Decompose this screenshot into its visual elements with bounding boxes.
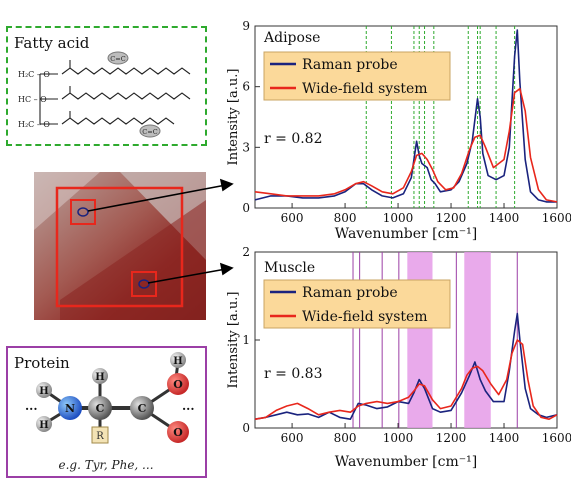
struct-label: H₂C – O — [18, 70, 50, 79]
series-wide-field — [254, 339, 558, 421]
legend: Raman probe Wide-field system — [263, 51, 451, 101]
x-tick-label: 1000 — [383, 211, 414, 225]
x-tick-label: 800 — [334, 431, 357, 445]
y-axis-label: Intensity [a.u.] — [226, 292, 241, 389]
legend-label-raman: Raman probe — [302, 57, 398, 73]
legend-box — [263, 279, 451, 329]
scan-area-frame — [55, 186, 184, 308]
plot-frame — [254, 251, 558, 429]
series — [254, 312, 558, 421]
chart-title: Muscle — [264, 260, 315, 276]
x-axis-label: Wavenumber [cm⁻¹] — [335, 226, 477, 242]
chart-title: Adipose — [263, 30, 320, 46]
roi-adipose-marker — [77, 207, 89, 217]
atom-h: H — [95, 372, 104, 383]
y-tick-label: 0 — [242, 201, 250, 215]
legend-label-raman: Raman probe — [302, 285, 398, 301]
atom-h: H — [39, 420, 48, 431]
x-tick-label: 1400 — [489, 211, 520, 225]
roi-adipose — [70, 199, 96, 225]
arrowhead-adipose — [219, 178, 234, 192]
struct-label: HC – O — [18, 95, 47, 104]
chart-adipose: 600 800 1000 1200 1400 1600 0 3 6 9 Adipose r = … — [226, 19, 571, 242]
roi-arrows — [87, 178, 234, 284]
struct-label: H₂C – O — [18, 120, 50, 129]
atom-c: C — [96, 402, 105, 415]
x-tick-label: 600 — [281, 431, 304, 445]
roi-muscle-marker — [138, 279, 150, 289]
x-tick-label: 600 — [281, 211, 304, 225]
roi-muscle — [131, 271, 157, 297]
x-tick-label: 1200 — [436, 431, 467, 445]
y-tick-label: 3 — [242, 140, 250, 154]
double-bond-marker — [107, 51, 129, 65]
x-ticks: 600 800 1000 1200 1400 1600 — [281, 203, 571, 225]
y-tick-label: 1 — [242, 333, 250, 347]
fatty-acid-panel — [6, 26, 207, 146]
series-wide-field — [254, 87, 558, 203]
atom-c: C — [138, 402, 147, 415]
atom-o: O — [173, 378, 183, 391]
tissue-image — [34, 172, 206, 320]
y-tick-label: 9 — [242, 19, 250, 33]
atom-h: H — [173, 356, 182, 367]
chart-muscle: 600 800 1000 1200 1400 1600 0 1 2 Muscle r = 0.… — [226, 245, 571, 470]
shaded-band — [464, 252, 491, 428]
x-tick-label: 1600 — [542, 211, 571, 225]
arrow-to-adipose — [87, 184, 227, 212]
peptide-bond-left: ··· — [25, 402, 38, 416]
legend-label-widefield: Wide-field system — [302, 309, 428, 325]
legend-box — [263, 51, 451, 101]
peptide-bond-right: ··· — [182, 402, 195, 416]
arrowhead-muscle — [219, 262, 234, 276]
protein-title: Protein — [14, 354, 70, 372]
r-value: r = 0.83 — [264, 366, 323, 382]
legend: Raman probe Wide-field system — [263, 279, 451, 329]
double-bond-label: C=C — [110, 55, 125, 63]
y-tick-label: 0 — [242, 421, 250, 435]
series — [254, 29, 558, 203]
x-tick-label: 1400 — [489, 431, 520, 445]
y-tick-label: 6 — [242, 80, 250, 94]
series-raman-probe — [254, 312, 558, 421]
double-bond-marker — [139, 124, 161, 138]
protein-caption: e.g. Tyr, Phe, ... — [58, 458, 153, 472]
atom-h: H — [39, 386, 48, 397]
series-raman-probe — [254, 29, 557, 203]
r-value: r = 0.82 — [264, 131, 323, 147]
triglyceride-structure — [39, 60, 191, 125]
shaded-band — [407, 252, 433, 428]
x-tick-label: 800 — [334, 211, 357, 225]
arrow-to-muscle — [147, 268, 227, 284]
y-tick-label: 2 — [242, 245, 250, 259]
y-ticks: 0 1 2 — [242, 245, 260, 435]
x-ticks: 600 800 1000 1200 1400 1600 — [281, 423, 571, 445]
amino-acid-structure — [36, 352, 189, 444]
protein-panel — [6, 346, 207, 478]
legend-label-widefield: Wide-field system — [302, 81, 428, 97]
x-axis-label: Wavenumber [cm⁻¹] — [335, 454, 477, 470]
x-tick-label: 1000 — [383, 431, 414, 445]
y-ticks: 0 3 6 9 — [242, 19, 260, 215]
atom-n: N — [65, 402, 75, 415]
x-tick-label: 1200 — [436, 211, 467, 225]
fatty-acid-title: Fatty acid — [14, 34, 90, 52]
side-chain-r: R — [96, 431, 104, 442]
double-bond-label: C=C — [142, 128, 157, 136]
x-tick-label: 1600 — [542, 431, 571, 445]
y-axis-label: Intensity [a.u.] — [226, 69, 241, 166]
atom-o: O — [173, 426, 183, 439]
